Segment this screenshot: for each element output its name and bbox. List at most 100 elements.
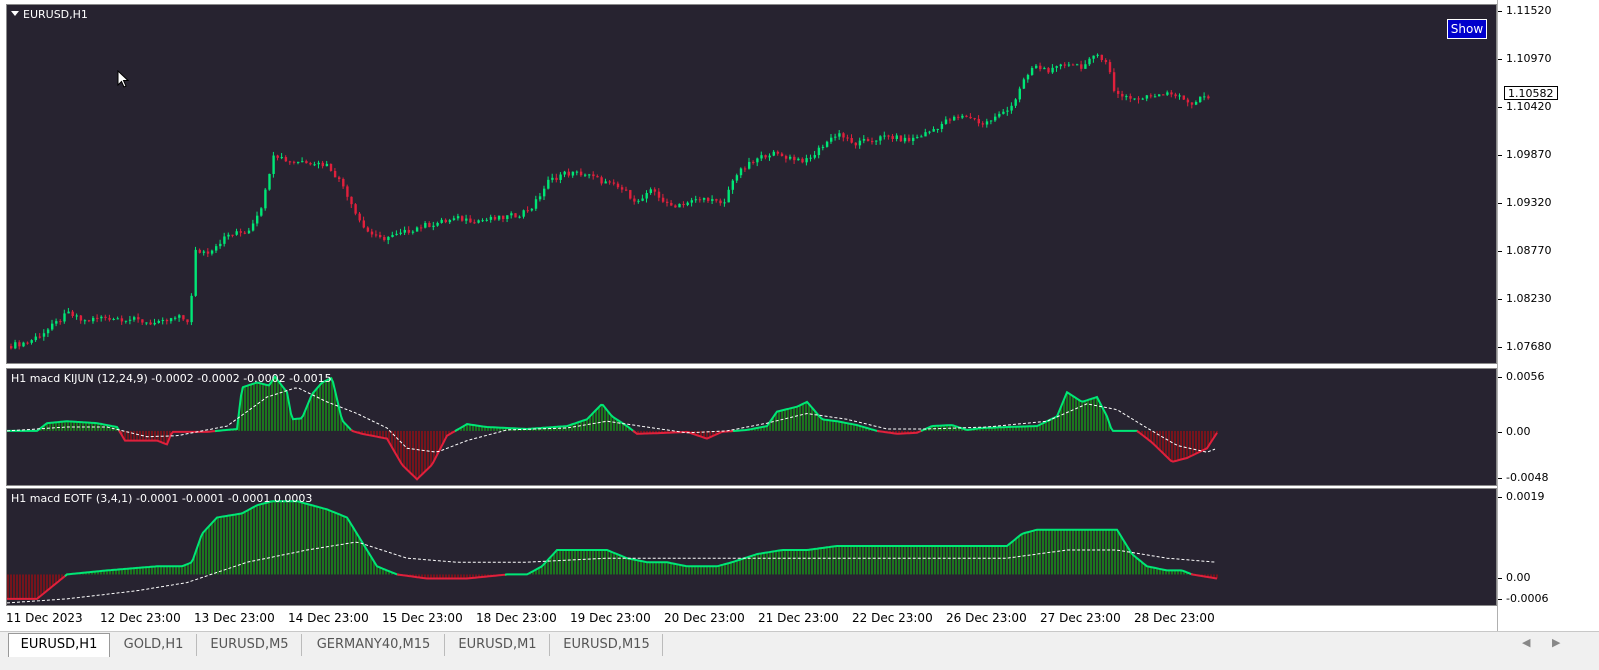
candle-body bbox=[735, 175, 739, 181]
candle-body bbox=[830, 137, 833, 142]
candle-body bbox=[797, 158, 800, 161]
candle-body bbox=[239, 231, 242, 233]
candle-body bbox=[858, 140, 862, 146]
candle-body bbox=[108, 317, 111, 320]
candle-body bbox=[825, 141, 829, 147]
show-button[interactable]: Show bbox=[1447, 19, 1487, 39]
candle-body bbox=[1022, 79, 1026, 89]
candle-body bbox=[14, 342, 17, 349]
candle-body bbox=[875, 140, 878, 142]
candle-body bbox=[924, 132, 927, 137]
candle-body bbox=[772, 151, 775, 156]
tab-germany40-m15[interactable]: GERMANY40,M15 bbox=[303, 634, 445, 656]
symbol-label[interactable]: EURUSD,H1 bbox=[11, 8, 88, 21]
candle-body bbox=[862, 139, 866, 141]
candle-body bbox=[776, 151, 780, 154]
candle-body bbox=[370, 231, 374, 235]
macd-line bbox=[632, 429, 736, 440]
candle-body bbox=[219, 243, 222, 247]
indicator-tick: -0.0006 bbox=[1497, 592, 1549, 605]
candle-body bbox=[641, 198, 644, 201]
candle-body bbox=[407, 229, 411, 233]
candle-body bbox=[165, 319, 169, 322]
candle-body bbox=[981, 123, 985, 125]
candle-body bbox=[227, 234, 230, 237]
candle-body bbox=[456, 216, 460, 219]
tab-scroll-left-icon[interactable]: ◀ bbox=[1522, 636, 1531, 649]
price-axis[interactable]: 1.11520 1.10970 1.10582 1.10420 1.09870 … bbox=[1497, 0, 1599, 645]
macd-line bbox=[64, 500, 400, 577]
candle-body bbox=[977, 118, 980, 124]
tab-scroll-right-icon[interactable]: ▶ bbox=[1552, 636, 1561, 649]
macd-kijun-pane[interactable]: H1 macd KIJUN (12,24,9) -0.0002 -0.0002 … bbox=[6, 368, 1497, 486]
candle-body bbox=[55, 321, 58, 324]
candle-body bbox=[612, 182, 616, 184]
candle-body bbox=[1002, 111, 1005, 114]
candle-body bbox=[1133, 98, 1136, 100]
signal-line bbox=[7, 387, 1216, 453]
time-axis[interactable]: 11 Dec 2023 12 Dec 23:00 13 Dec 23:00 14… bbox=[6, 606, 1497, 630]
candle-body bbox=[571, 171, 575, 176]
tab-eurusd-h1[interactable]: EURUSD,H1 bbox=[8, 633, 110, 657]
candle-body bbox=[67, 311, 70, 314]
candle-body bbox=[764, 155, 767, 158]
candle-body bbox=[723, 202, 726, 204]
candle-body bbox=[100, 316, 103, 319]
candle-body bbox=[338, 177, 341, 179]
candle-body bbox=[682, 203, 685, 206]
candle-body bbox=[1207, 96, 1210, 99]
candle-body bbox=[805, 158, 808, 163]
candle-body bbox=[329, 163, 333, 171]
candle-body bbox=[284, 157, 288, 162]
candle-body bbox=[1088, 58, 1091, 65]
candle-body bbox=[493, 216, 497, 220]
candle-body bbox=[670, 202, 673, 206]
candle-body bbox=[112, 318, 115, 320]
candle-body bbox=[292, 161, 296, 163]
candle-body bbox=[420, 227, 423, 229]
tab-gold-h1[interactable]: GOLD,H1 bbox=[111, 634, 197, 656]
candle-body bbox=[436, 222, 439, 226]
candle-body bbox=[752, 161, 755, 163]
candle-body bbox=[362, 220, 365, 228]
tab-eurusd-m5[interactable]: EURUSD,M5 bbox=[198, 634, 302, 656]
candle-body bbox=[547, 179, 550, 189]
chart-window[interactable]: EURUSD,H1 Show H1 macd KIJUN (12,24,9) -… bbox=[0, 0, 1599, 645]
candle-body bbox=[555, 177, 558, 180]
candle-body bbox=[567, 171, 570, 176]
macd-eotf-pane[interactable]: H1 macd EOTF (3,4,1) -0.0001 -0.0001 -0.… bbox=[6, 488, 1497, 606]
candle-body bbox=[678, 203, 681, 208]
candle-body bbox=[374, 234, 378, 236]
candle-body bbox=[301, 161, 304, 163]
time-tick: 18 Dec 23:00 bbox=[476, 611, 557, 625]
candle-body bbox=[1108, 62, 1112, 73]
candle-body bbox=[1112, 72, 1116, 91]
candle-body bbox=[965, 115, 968, 117]
price-chart-pane[interactable]: EURUSD,H1 Show bbox=[6, 4, 1497, 364]
tab-eurusd-m1[interactable]: EURUSD,M1 bbox=[446, 634, 550, 656]
candle-body bbox=[182, 315, 185, 320]
macd-line bbox=[920, 390, 1140, 434]
candle-body bbox=[789, 156, 792, 159]
candle-body bbox=[633, 198, 636, 202]
candle-body bbox=[424, 222, 427, 228]
candle-body bbox=[448, 219, 452, 223]
candle-body bbox=[1006, 110, 1009, 112]
candle-body bbox=[629, 190, 632, 199]
time-tick: 21 Dec 23:00 bbox=[758, 611, 839, 625]
candle-body bbox=[916, 136, 919, 138]
candle-body bbox=[620, 187, 624, 190]
candle-body bbox=[1030, 67, 1034, 75]
candlestick-chart[interactable] bbox=[7, 5, 1497, 364]
candle-body bbox=[575, 171, 579, 173]
price-tick: 1.08230 bbox=[1498, 292, 1552, 305]
candle-body bbox=[907, 137, 911, 142]
candle-body bbox=[309, 163, 312, 165]
candle-body bbox=[1149, 95, 1153, 97]
status-bar bbox=[0, 657, 1599, 670]
candle-body bbox=[411, 231, 415, 233]
tab-eurusd-m15[interactable]: EURUSD,M15 bbox=[551, 634, 663, 656]
dropdown-arrow-icon[interactable] bbox=[11, 11, 19, 16]
signal-line bbox=[7, 541, 1216, 604]
candle-body bbox=[715, 199, 718, 201]
